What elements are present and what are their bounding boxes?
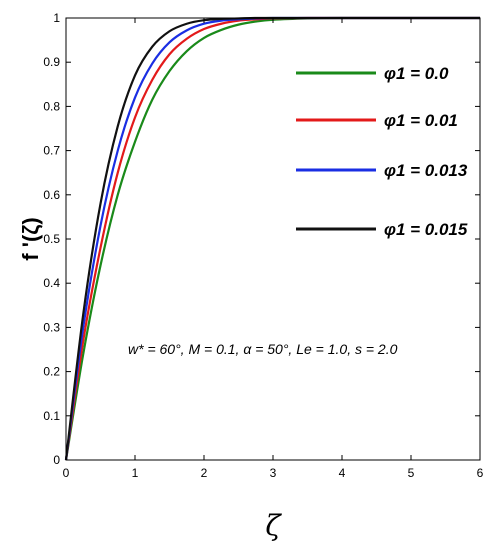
- plot-frame: [65, 17, 481, 461]
- ticks-layer: 0 1 2 3 4 5 6 0 0.1 0.2 0.3 0.4 0.5 0.6 0.7 0.8 0.9 1: [43, 11, 483, 480]
- y-tick-label: 0.7: [43, 144, 60, 158]
- x-tick-label: 4: [339, 466, 346, 480]
- parameter-annotation: w* = 60°, M = 0.1, α = 50°, Le = 1.0, s …: [128, 341, 398, 357]
- y-tick-label: 0: [53, 453, 60, 467]
- y-tick-label: 1: [53, 11, 60, 25]
- legend-label: φ1 = 0.015: [384, 220, 468, 239]
- x-tick-label: 0: [63, 466, 70, 480]
- legend-label: φ1 = 0.013: [384, 161, 468, 180]
- y-tick-label: 0.5: [43, 232, 60, 246]
- x-tick-label: 3: [270, 466, 277, 480]
- legend-label: φ1 = 0.01: [384, 111, 458, 130]
- y-tick-label: 0.8: [43, 99, 60, 113]
- y-tick-label: 0.2: [43, 365, 60, 379]
- y-axis-label: f '(ζ): [18, 217, 43, 260]
- x-tick-label: 6: [477, 466, 484, 480]
- y-tick-label: 0.9: [43, 55, 60, 69]
- y-tick-label: 0.1: [43, 409, 60, 423]
- y-tick-label: 0.6: [43, 188, 60, 202]
- x-axis-label: ζ: [265, 509, 282, 542]
- y-tick-label: 0.4: [43, 276, 60, 290]
- x-tick-label: 5: [408, 466, 415, 480]
- legend-label: φ1 = 0.0: [384, 64, 449, 83]
- x-tick-label: 1: [132, 466, 139, 480]
- legend: φ1 = 0.0 φ1 = 0.01 φ1 = 0.013 φ1 = 0.015: [296, 64, 468, 239]
- y-tick-label: 0.3: [43, 320, 60, 334]
- x-tick-label: 2: [201, 466, 208, 480]
